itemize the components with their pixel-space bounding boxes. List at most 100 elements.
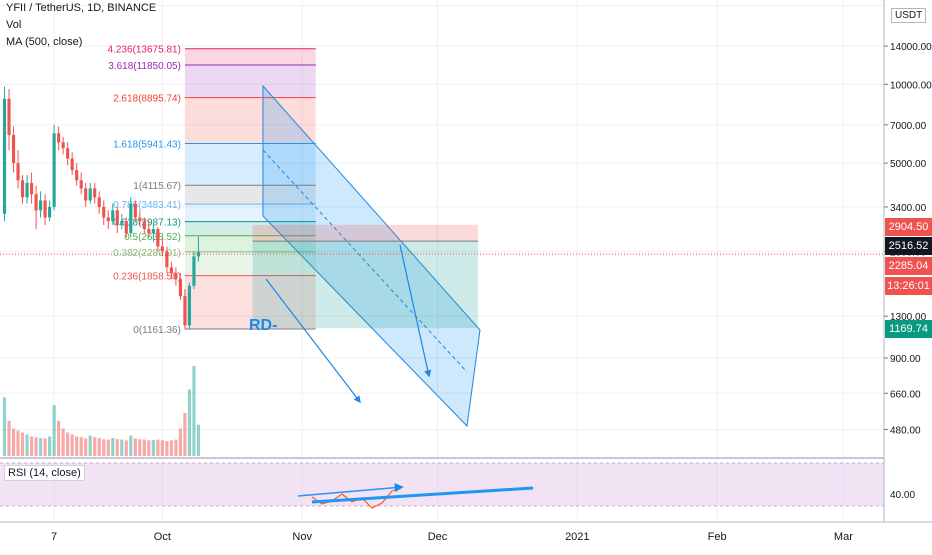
- candle-body: [147, 229, 151, 234]
- projection-arrow: [399, 244, 432, 378]
- volume-bar: [111, 438, 115, 456]
- candle-body: [129, 203, 133, 234]
- volume-bar: [84, 438, 88, 456]
- candle-body: [52, 133, 56, 207]
- volume-bar: [88, 435, 92, 456]
- time-axis-label: Dec: [428, 531, 448, 543]
- candle-body: [111, 210, 115, 222]
- fib-zone: [184, 48, 316, 66]
- fib-zone: [184, 185, 316, 205]
- volume-bar: [147, 440, 151, 456]
- fib-level-label: 0(1161.36): [133, 325, 181, 336]
- fib-level-label: 4.236(13675.81): [108, 45, 181, 56]
- price-axis-label: 480.00: [890, 425, 921, 436]
- candle-body: [102, 206, 106, 218]
- time-axis-label: Oct: [154, 531, 171, 543]
- time-axis-label: 7: [51, 531, 57, 543]
- fib-zone: [184, 65, 316, 98]
- volume-bar: [124, 440, 128, 456]
- volume-bar: [196, 424, 201, 456]
- fib-zone: [184, 221, 316, 236]
- volume-bar: [142, 439, 146, 456]
- rsi-legend[interactable]: RSI (14, close): [4, 465, 85, 481]
- volume-bar: [48, 436, 52, 456]
- volume-bar: [138, 439, 142, 456]
- candle-body: [138, 217, 142, 222]
- candle-body: [115, 210, 119, 226]
- price-axis-bg: [884, 0, 932, 550]
- rsi-band: [0, 463, 884, 506]
- fib-zone: [184, 251, 316, 276]
- fib-zone: [184, 235, 316, 252]
- ma-legend[interactable]: MA (500, close): [6, 36, 83, 48]
- volume-bar: [79, 437, 83, 456]
- volume-bar: [57, 420, 61, 456]
- volume-bar: [29, 436, 34, 456]
- price-axis-label: 10000.00: [890, 80, 932, 91]
- candle-body: [156, 229, 160, 247]
- candle-body: [192, 256, 196, 286]
- candle-body: [16, 163, 20, 181]
- candle-body: [61, 142, 65, 149]
- symbol-title: YFII / TetherUS, 1D, BINANCE: [6, 2, 157, 14]
- candle-body: [29, 182, 34, 195]
- volume-bar: [97, 438, 101, 456]
- volume-bar: [2, 397, 7, 456]
- candle-body: [142, 221, 146, 230]
- price-axis-label: 5000.00: [890, 159, 927, 170]
- candle-body: [11, 135, 16, 164]
- volume-bar: [192, 366, 196, 456]
- candle-body: [151, 229, 155, 234]
- position-target-zone: [252, 224, 479, 242]
- volume-bar: [151, 439, 155, 456]
- candle-body: [174, 273, 178, 280]
- fib-level-label: 0.786(3483.41): [113, 200, 181, 211]
- price-axis-label: 14000.00: [890, 42, 932, 53]
- time-axis-label: Feb: [708, 531, 727, 543]
- divergence-arrow: [265, 278, 361, 404]
- volume-bar: [43, 438, 47, 456]
- fib-zone: [184, 204, 316, 222]
- volume-bar: [187, 389, 192, 456]
- fib-zone: [184, 143, 316, 186]
- rsi-trendline: [311, 486, 534, 504]
- candle-body: [39, 200, 43, 211]
- time-axis-label: Nov: [292, 531, 312, 543]
- fib-level-label: 0.618(2987.13): [113, 218, 181, 229]
- volume-bar: [70, 434, 74, 456]
- volume-bar: [129, 435, 133, 456]
- volume-bar: [106, 439, 110, 456]
- candle-body: [165, 251, 169, 268]
- volume-bar: [156, 439, 160, 456]
- currency-button[interactable]: USDT: [891, 8, 927, 23]
- time-axis-label: Mar: [834, 531, 853, 543]
- volume-legend[interactable]: Vol: [6, 19, 22, 31]
- volume-bar: [169, 440, 173, 456]
- fib-zone: [184, 275, 316, 330]
- volume-bar: [25, 434, 29, 456]
- volume-bar: [183, 412, 187, 456]
- price-tag-last: 2285.04: [885, 257, 932, 275]
- volume-bar: [174, 439, 178, 456]
- candle-body: [2, 98, 7, 214]
- volume-bar: [160, 440, 164, 456]
- candle-body: [93, 188, 97, 198]
- candle-body: [79, 180, 83, 189]
- candle-body: [133, 203, 137, 218]
- volume-bar: [115, 439, 119, 456]
- candle-body: [34, 194, 38, 211]
- price-tag-entry: 2516.52: [885, 237, 932, 255]
- fib-level-label: 0.5(2638.52): [124, 232, 181, 243]
- candle-body: [25, 182, 29, 198]
- candle-body: [169, 267, 173, 274]
- candle-body: [187, 285, 192, 326]
- rsi-arrow: [297, 483, 404, 497]
- volume-bar: [102, 439, 106, 456]
- price-axis-label: 660.00: [890, 389, 921, 400]
- candle-body: [75, 170, 79, 181]
- volume-bar: [34, 437, 38, 456]
- volume-bar: [93, 437, 97, 456]
- candle-body: [43, 200, 47, 218]
- candle-body: [20, 180, 25, 198]
